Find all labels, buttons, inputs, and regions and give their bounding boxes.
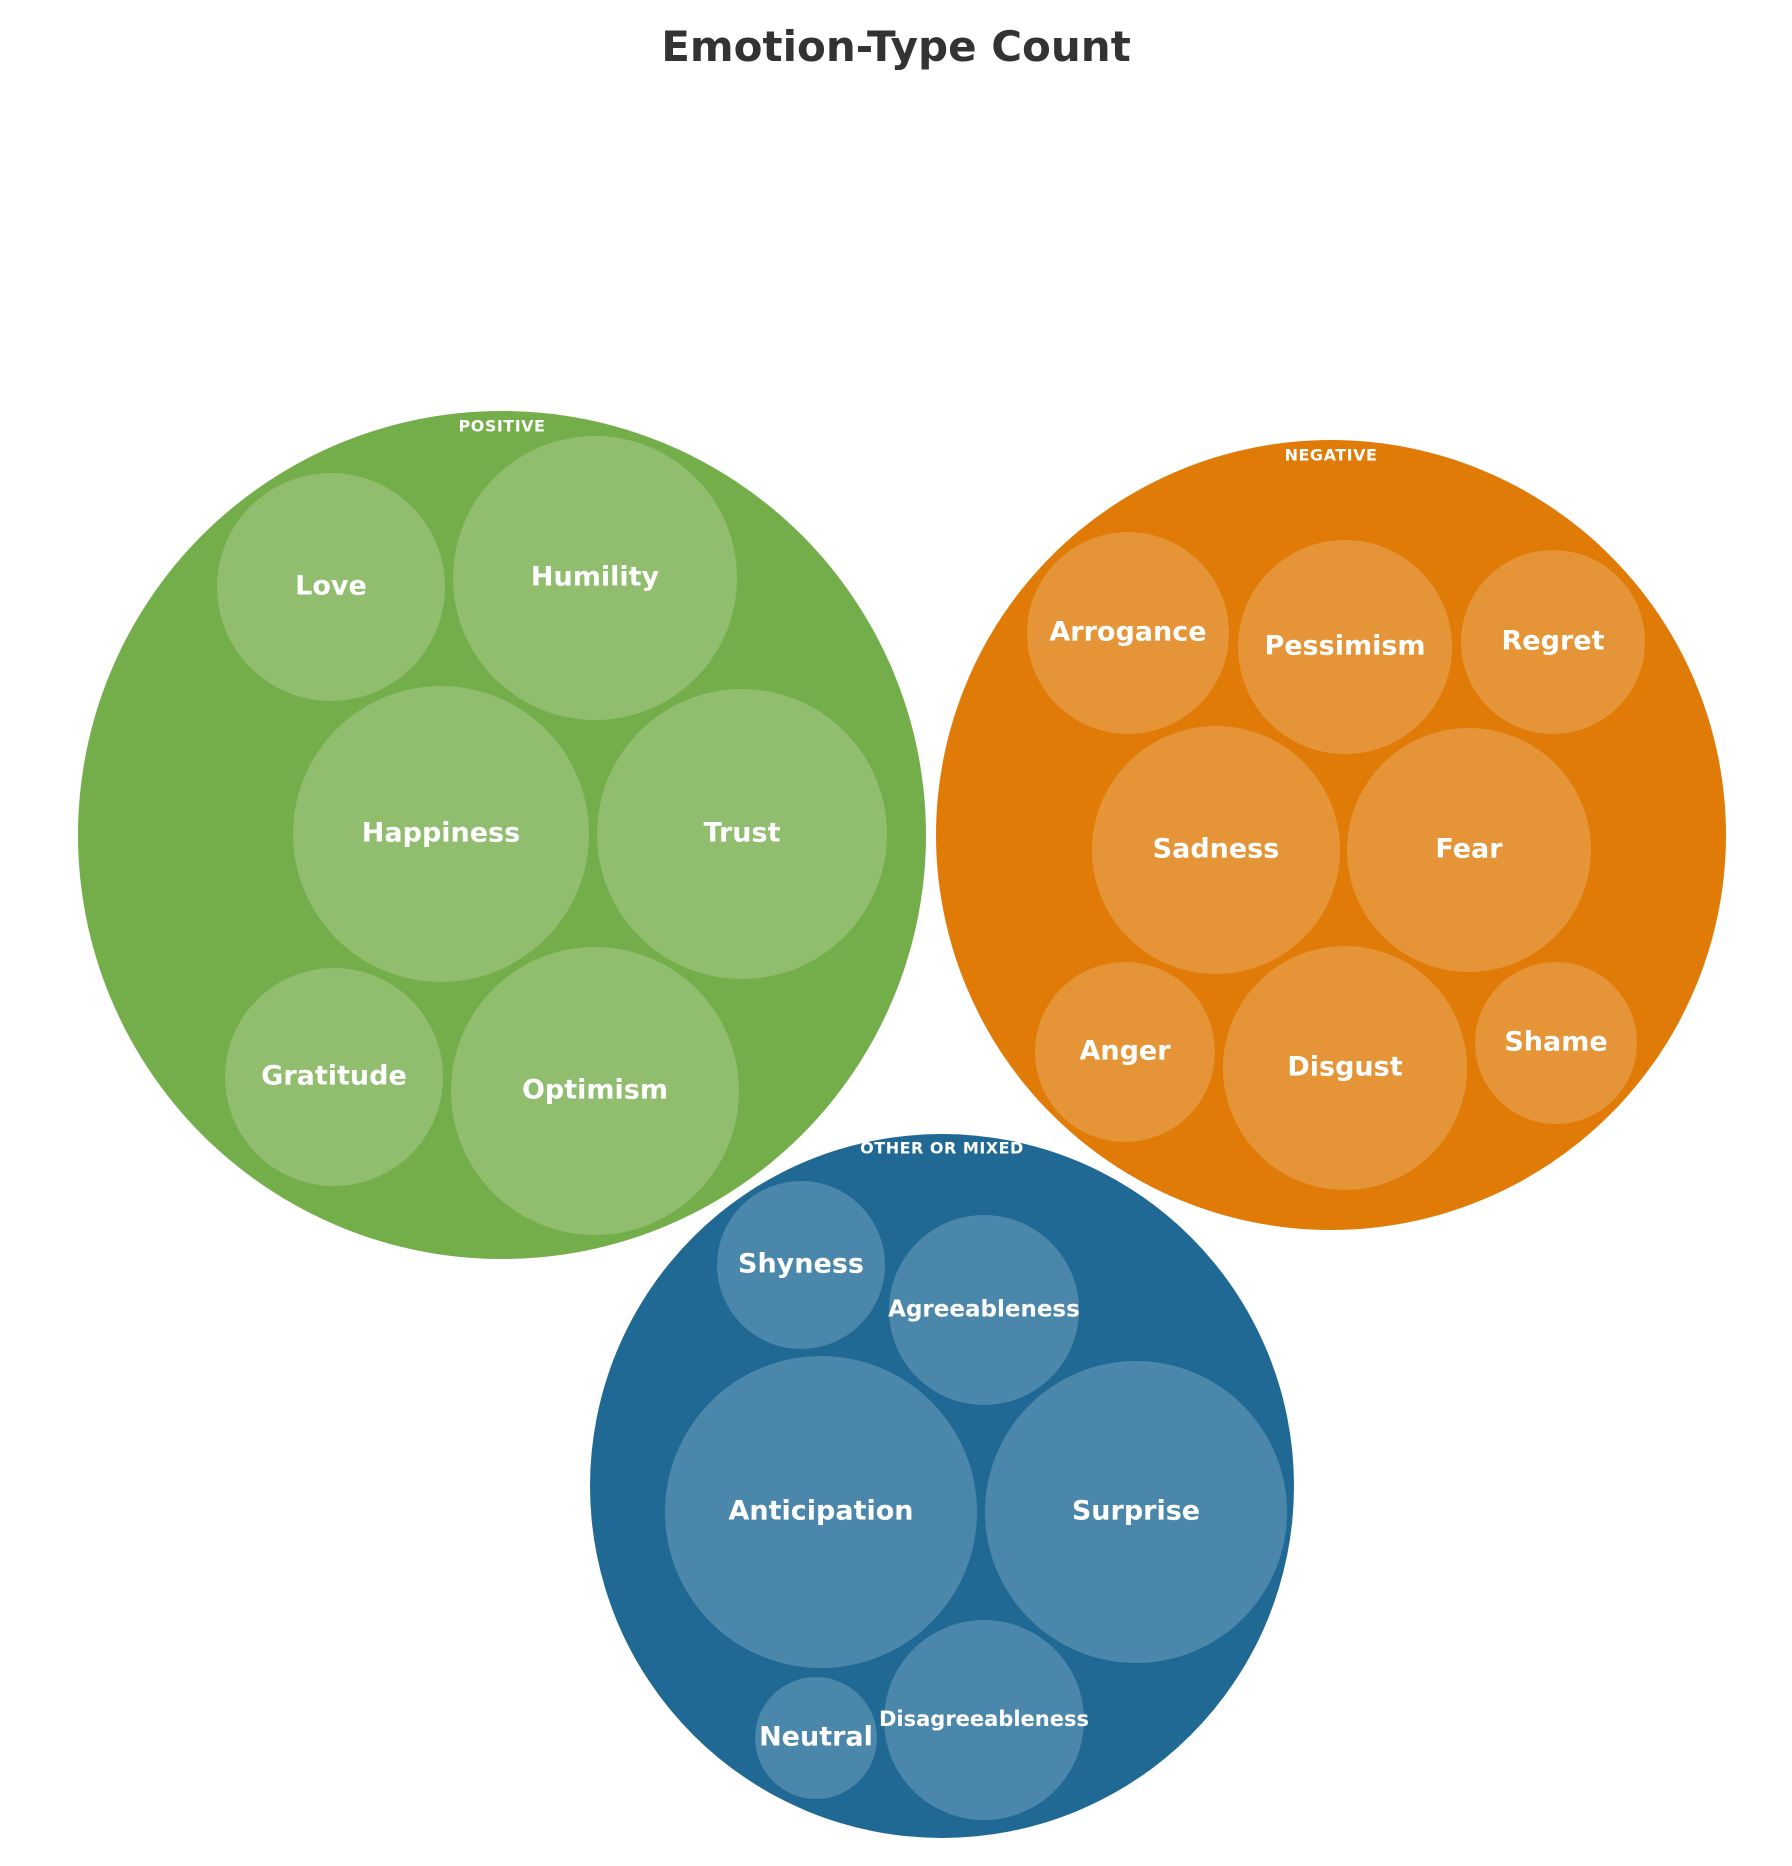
bubble-label-optimism: Optimism [522,1075,668,1106]
group-label-negative: NEGATIVE [1285,446,1378,465]
bubble-label-gratitude: Gratitude [261,1061,407,1092]
bubble-disagreeableness[interactable] [884,1620,1084,1820]
bubble-regret[interactable] [1461,550,1645,734]
bubble-gratitude[interactable] [225,968,443,1186]
group-label-positive: POSITIVE [459,417,546,436]
bubble-trust[interactable] [597,689,887,979]
bubble-happiness[interactable] [293,686,589,982]
bubble-label-anger: Anger [1079,1036,1171,1067]
bubble-disgust[interactable] [1223,946,1467,1190]
bubble-label-surprise: Surprise [1072,1496,1200,1527]
group-other-or-mixed: OTHER OR MIXED Shyness Agreeableness Antici… [590,1134,1294,1838]
bubble-surprise[interactable] [985,1361,1287,1663]
group-label-other-or-mixed: OTHER OR MIXED [860,1139,1024,1158]
bubble-label-happiness: Happiness [362,818,520,849]
bubble-label-neutral: Neutral [759,1722,873,1753]
bubble-optimism[interactable] [451,947,739,1235]
chart-title: Emotion-Type Count [661,22,1131,71]
bubble-anticipation[interactable] [665,1356,977,1668]
bubble-label-love: Love [295,571,367,602]
bubble-humility[interactable] [453,436,737,720]
bubble-label-trust: Trust [704,818,781,849]
bubble-neutral[interactable] [755,1677,877,1799]
bubble-label-shyness: Shyness [738,1249,864,1280]
bubble-shame[interactable] [1475,962,1637,1124]
group-positive: POSITIVE Love Humility Happiness Trust Gratit… [78,411,926,1259]
bubble-label-agreeableness: Agreeableness [888,1297,1080,1323]
bubble-label-humility: Humility [531,562,660,593]
bubble-label-arrogance: Arrogance [1049,617,1206,648]
bubble-fear[interactable] [1347,728,1591,972]
bubble-anger[interactable] [1035,962,1215,1142]
bubble-agreeableness[interactable] [889,1215,1079,1405]
bubble-sadness[interactable] [1092,726,1340,974]
bubble-label-pessimism: Pessimism [1264,631,1425,662]
bubble-love[interactable] [217,473,445,701]
bubble-label-disgust: Disgust [1287,1052,1402,1083]
bubble-label-disagreeableness: Disagreeableness [879,1707,1089,1731]
bubble-label-sadness: Sadness [1153,834,1280,865]
bubble-label-anticipation: Anticipation [728,1496,913,1527]
bubble-label-regret: Regret [1502,626,1605,657]
bubble-label-fear: Fear [1435,834,1503,865]
bubble-shyness[interactable] [717,1181,885,1349]
bubble-label-shame: Shame [1504,1027,1607,1058]
bubble-arrogance[interactable] [1027,532,1229,734]
bubble-pessimism[interactable] [1238,540,1452,754]
group-negative: NEGATIVE Arrogance Pessimism Regret Sadness F… [936,440,1726,1230]
